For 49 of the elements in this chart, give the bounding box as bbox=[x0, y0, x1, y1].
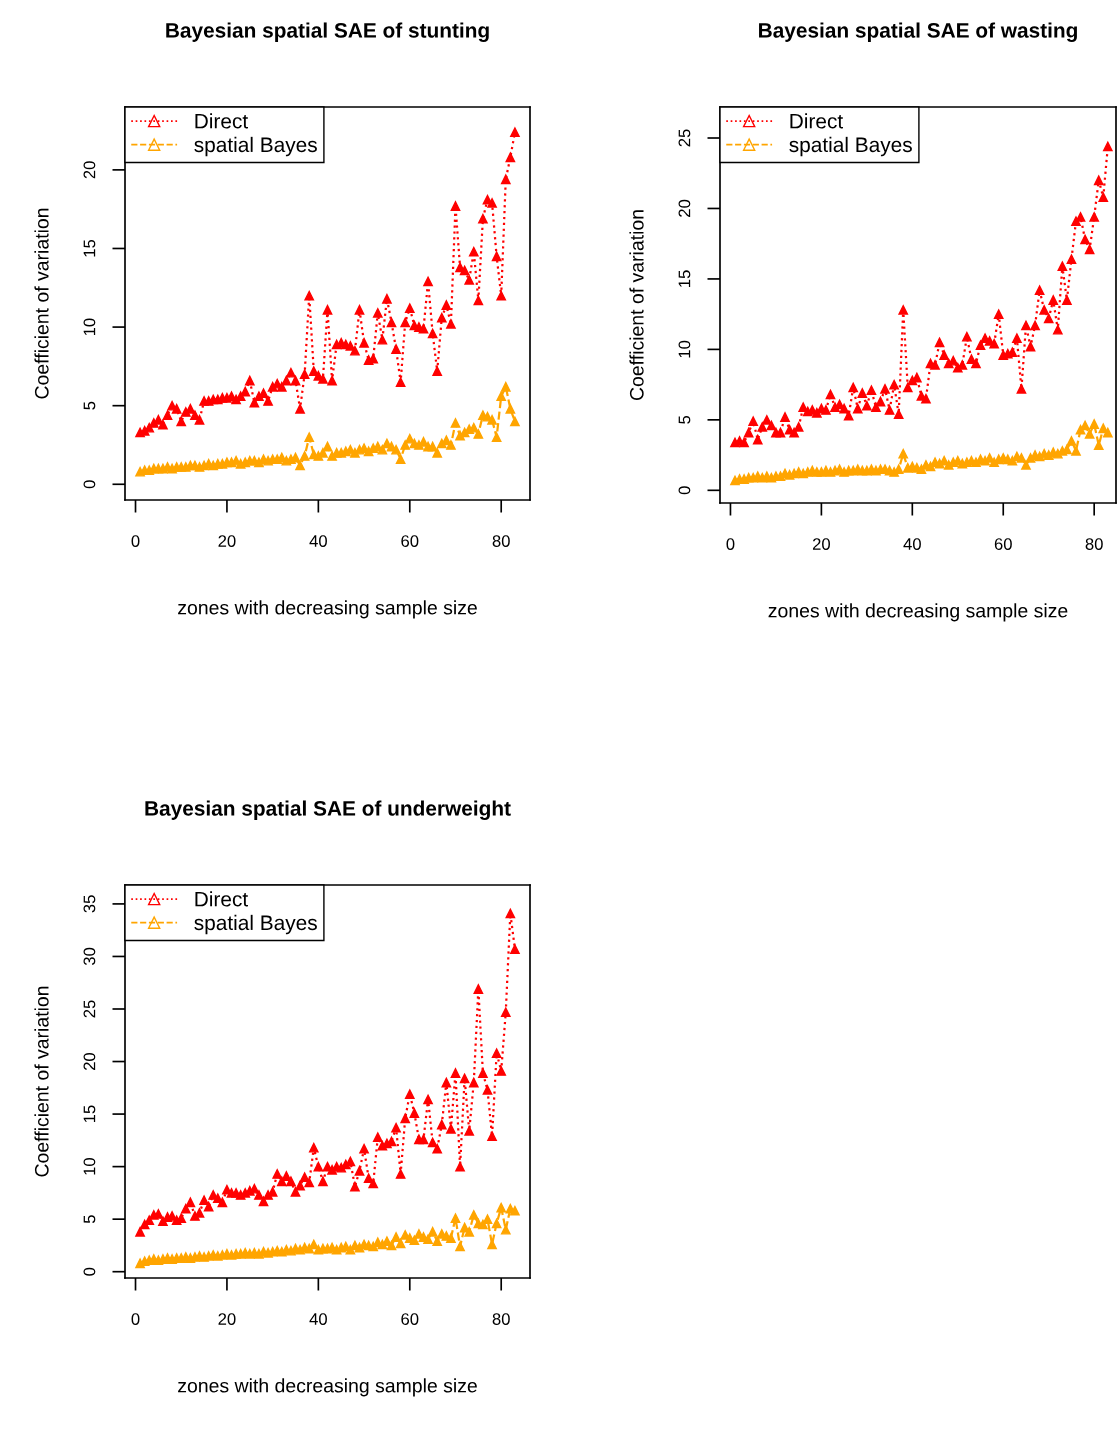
y-tick-label: 15 bbox=[83, 1105, 96, 1123]
y-axis-title: Coefficient of variation bbox=[629, 210, 644, 401]
x-tick-label: 0 bbox=[131, 535, 140, 547]
x-tick-label: 20 bbox=[218, 535, 236, 547]
y-tick-label: 20 bbox=[83, 161, 96, 179]
x-tick-label: 0 bbox=[726, 538, 735, 550]
x-tick-label: 80 bbox=[492, 535, 510, 547]
x-tick-label: 60 bbox=[401, 535, 419, 547]
x-tick-label: 0 bbox=[131, 1313, 140, 1325]
legend-label: Direct bbox=[195, 891, 248, 907]
y-tick-label: 25 bbox=[83, 1000, 96, 1018]
y-tick-label: 10 bbox=[678, 340, 691, 358]
legend-label: spatial Bayes bbox=[194, 136, 317, 157]
x-tick-label: 40 bbox=[309, 535, 327, 547]
x-tick-label: 80 bbox=[1085, 538, 1103, 550]
y-axis-title: Coefficient of variation bbox=[34, 208, 49, 399]
y-tick-label: 5 bbox=[83, 401, 96, 410]
x-tick-label: 20 bbox=[218, 1313, 236, 1325]
y-tick-label: 10 bbox=[83, 1158, 96, 1175]
y-tick-label: 5 bbox=[83, 1215, 96, 1224]
y-tick-label: 15 bbox=[83, 239, 96, 257]
y-tick-label: 30 bbox=[83, 947, 96, 966]
y-tick-label: 20 bbox=[83, 1052, 96, 1070]
x-tick-label: 60 bbox=[994, 538, 1012, 550]
x-tick-label: 40 bbox=[903, 538, 921, 550]
x-tick-label: 80 bbox=[492, 1313, 510, 1325]
y-tick-label: 5 bbox=[678, 415, 691, 424]
y-tick-label: 0 bbox=[83, 480, 96, 489]
x-tick-label: 40 bbox=[309, 1313, 327, 1325]
y-tick-label: 0 bbox=[83, 1267, 96, 1276]
x-axis-title: zones with decreasing sample size bbox=[178, 600, 477, 619]
legend-label: spatial Bayes bbox=[194, 914, 317, 935]
x-tick-label: 20 bbox=[812, 538, 831, 550]
x-axis-title: zones with decreasing sample size bbox=[768, 603, 1068, 622]
y-tick-label: 35 bbox=[83, 895, 96, 913]
legend-label: spatial Bayes bbox=[789, 136, 912, 157]
y-tick-label: 20 bbox=[678, 199, 691, 217]
y-tick-label: 25 bbox=[678, 129, 691, 147]
legend-label: Direct bbox=[790, 113, 843, 129]
x-tick-label: 60 bbox=[401, 1313, 419, 1325]
chart-title: Bayesian spatial SAE of underweight bbox=[145, 800, 511, 820]
chart-title: Bayesian spatial SAE of wasting bbox=[759, 22, 1077, 42]
y-tick-label: 15 bbox=[678, 270, 691, 287]
x-axis-title: zones with decreasing sample size bbox=[178, 1378, 477, 1397]
chart-title: Bayesian spatial SAE of stunting bbox=[166, 22, 489, 42]
legend-label: Direct bbox=[195, 113, 248, 129]
y-tick-label: 0 bbox=[678, 486, 691, 495]
y-axis-title: Coefficient of variation bbox=[34, 986, 49, 1177]
y-tick-label: 10 bbox=[83, 318, 96, 336]
